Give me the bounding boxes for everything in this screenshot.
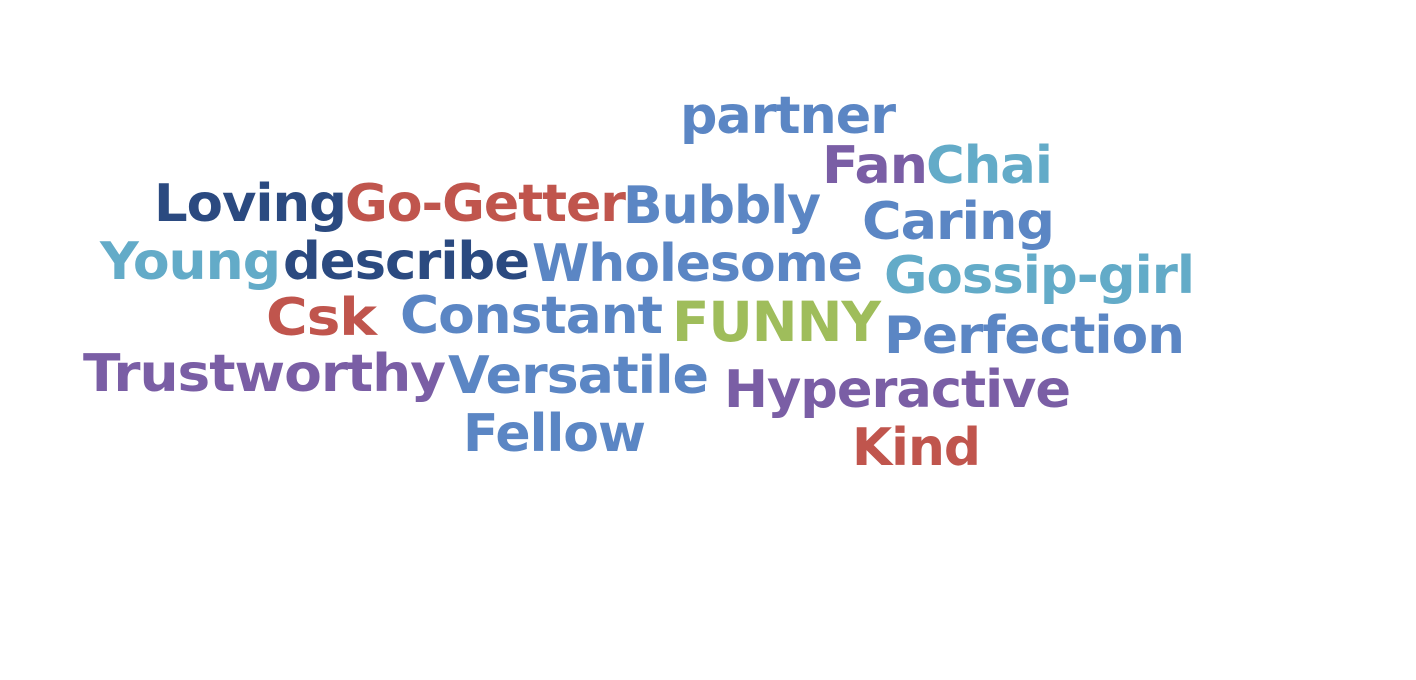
word-versatile: Versatile <box>448 346 709 406</box>
word-hyperactive: Hyperactive <box>724 360 1071 420</box>
word-funny: FUNNY <box>672 290 881 354</box>
word-perfection: Perfection <box>884 306 1185 366</box>
word-trustworthy: Trustworthy <box>83 344 446 404</box>
word-fan: Fan <box>822 136 928 196</box>
word-wholesome: Wholesome <box>532 234 863 294</box>
word-kind: Kind <box>852 418 981 478</box>
word-chai: Chai <box>926 136 1053 196</box>
word-describe: describe <box>283 232 530 292</box>
word-go-getter: Go-Getter <box>345 174 626 234</box>
word-bubbly: Bubbly <box>623 176 821 236</box>
word-gossip-girl: Gossip-girl <box>884 246 1195 306</box>
word-partner: partner <box>680 86 896 146</box>
word-caring: Caring <box>862 192 1055 252</box>
word-constant: Constant <box>400 286 663 346</box>
word-young: Young <box>100 232 281 292</box>
word-csk: Csk <box>266 288 377 348</box>
word-loving: Loving <box>154 174 347 234</box>
word-fellow: Fellow <box>463 404 646 464</box>
